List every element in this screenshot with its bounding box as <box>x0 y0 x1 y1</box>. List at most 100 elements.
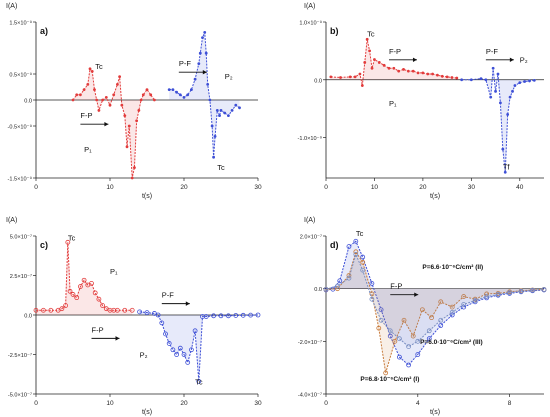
x-tick-label: 30 <box>254 184 262 191</box>
data-point <box>373 58 376 61</box>
y-tick-label: -0.5×10⁻⁹ <box>8 124 33 131</box>
data-point <box>197 62 201 65</box>
data-point <box>104 96 108 99</box>
data-point <box>74 295 80 301</box>
y-tick-label: 5.0×10⁻⁷ <box>10 234 32 241</box>
data-point <box>108 103 112 107</box>
data-point <box>358 72 362 76</box>
data-point <box>503 170 507 174</box>
data-point <box>406 362 412 368</box>
annotation-label: F-P <box>390 282 402 291</box>
series-area <box>326 254 544 347</box>
data-point <box>518 288 524 294</box>
data-point <box>211 313 217 319</box>
data-point <box>219 109 223 112</box>
data-point <box>92 290 98 296</box>
data-point <box>88 67 92 71</box>
data-point <box>78 284 83 289</box>
data-point <box>449 304 455 310</box>
series-area <box>139 311 258 382</box>
data-point <box>484 78 488 82</box>
data-point <box>449 309 455 315</box>
x-tick-label: 20 <box>180 184 188 191</box>
data-point <box>75 93 79 97</box>
annotation-label: Tf <box>503 162 511 171</box>
data-point <box>489 95 493 99</box>
data-point <box>100 303 105 308</box>
data-point <box>238 106 241 110</box>
series-area <box>326 241 544 366</box>
data-point <box>360 267 366 273</box>
data-point <box>192 328 198 334</box>
data-point <box>116 83 119 86</box>
data-point <box>461 302 467 307</box>
annotation-label: P-F <box>162 291 175 300</box>
data-point <box>96 296 102 302</box>
series-line <box>72 67 155 179</box>
data-point <box>59 306 65 312</box>
data-point <box>97 109 101 112</box>
data-point <box>198 51 202 55</box>
data-point <box>360 259 366 265</box>
annotation-label: Tc <box>195 378 203 387</box>
y-tick-label: 0.0 <box>24 99 32 105</box>
data-point <box>426 72 430 76</box>
x-tick-label: 0 <box>34 400 38 407</box>
data-point <box>369 280 375 286</box>
data-point <box>79 93 82 97</box>
data-point <box>406 344 412 350</box>
annotation-label: P₂ <box>520 55 528 64</box>
series-b-0 <box>329 37 459 87</box>
data-point <box>353 75 357 79</box>
y-tick-label: -1.0×10⁻⁹ <box>298 135 323 142</box>
data-point <box>368 49 371 53</box>
annotation-label: P₂ <box>140 351 148 360</box>
data-point <box>203 314 209 319</box>
series-b-1 <box>460 66 536 174</box>
data-point <box>163 331 168 337</box>
series-line <box>36 242 133 311</box>
annotation-label: P=6.6·10⁻⁶C/cm² (II) <box>422 264 483 271</box>
data-point <box>185 359 191 365</box>
data-point <box>240 312 246 318</box>
data-point <box>95 98 99 102</box>
y-tick-label: 0.0 <box>314 287 322 293</box>
data-point <box>203 31 207 34</box>
annotation-label: P=6.0·10⁻⁶C/cm² (III) <box>420 339 483 346</box>
data-point <box>360 254 366 260</box>
data-point <box>234 103 238 107</box>
annotation-label: F-P <box>92 325 104 334</box>
data-point <box>178 93 182 97</box>
data-point <box>401 317 407 323</box>
data-point <box>346 275 352 281</box>
data-point <box>145 88 149 91</box>
annotation-label: P-F <box>179 59 192 68</box>
annotation-label: P-F <box>486 47 499 56</box>
data-point <box>431 72 434 76</box>
data-point <box>159 320 165 326</box>
data-point <box>523 80 527 83</box>
y-tick-label: 1.5×10⁻⁹ <box>9 20 32 27</box>
data-point <box>518 81 522 85</box>
x-tick-label: 0 <box>34 184 38 191</box>
annotation-label: Tc <box>217 163 225 172</box>
data-point <box>541 287 547 292</box>
data-point <box>370 66 374 70</box>
data-point <box>213 135 217 138</box>
data-point <box>506 113 510 116</box>
series-c-0 <box>33 239 135 315</box>
series-line <box>325 250 545 374</box>
x-tick-label: 10 <box>371 184 379 191</box>
data-point <box>208 98 212 102</box>
data-point <box>382 63 386 67</box>
data-point <box>421 71 425 75</box>
data-point <box>494 89 497 93</box>
data-point <box>190 88 193 91</box>
data-point <box>167 88 171 91</box>
panel-label: d) <box>330 240 339 250</box>
data-point <box>122 307 128 313</box>
data-point <box>90 70 94 73</box>
data-point <box>233 313 239 318</box>
data-point <box>438 323 444 328</box>
annotation-label: P₂ <box>225 72 233 81</box>
